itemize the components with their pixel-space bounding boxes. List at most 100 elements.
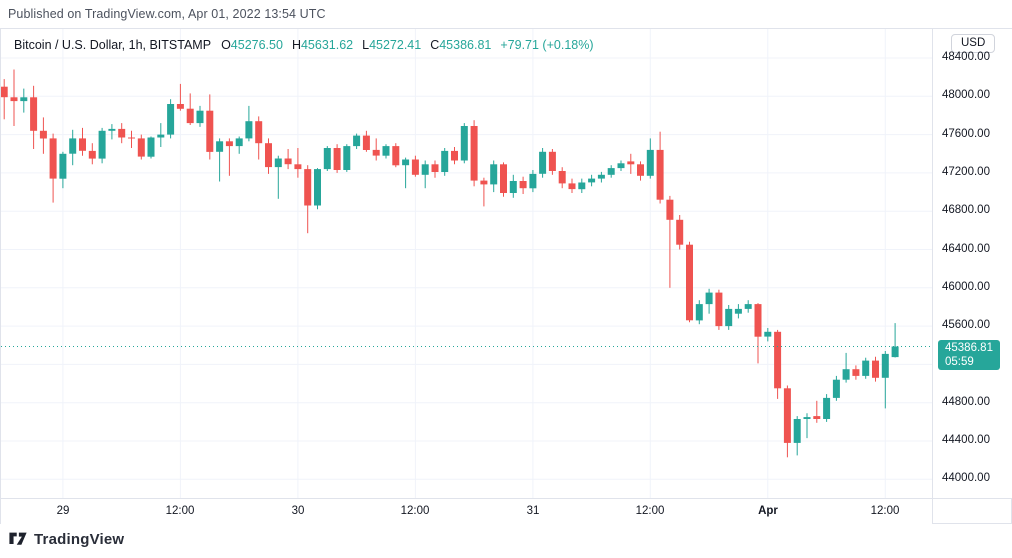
candle-up [20, 97, 28, 102]
candle-down [480, 180, 488, 185]
last-price-badge: 45386.81 05:59 [938, 340, 1000, 370]
candle-down [411, 159, 419, 175]
price-tick-label: 44400.00 [942, 434, 990, 446]
candle-down [715, 292, 723, 327]
candle-up [460, 126, 468, 161]
candle-up [98, 130, 106, 159]
time-tick-label: 12:00 [635, 505, 665, 517]
candle-down [451, 150, 458, 161]
candle-up [764, 331, 772, 337]
candle-down [372, 149, 380, 156]
candle-down [627, 161, 635, 165]
candle-up [597, 174, 605, 179]
candle-down [568, 183, 576, 190]
price-axis[interactable]: USD 45386.81 05:59 48400.00 48000.00 47600… [933, 29, 1012, 498]
candle-up [274, 158, 282, 168]
candle-down [872, 360, 879, 378]
candle-down [519, 181, 527, 189]
price-tick-label: 46800.00 [942, 204, 990, 216]
candle-up [607, 168, 615, 175]
candle-down [284, 158, 292, 165]
candle-down [255, 121, 263, 144]
candle-up [725, 308, 733, 327]
candle-up [235, 138, 243, 147]
time-axis[interactable]: 29 12:00 30 12:00 31 12:00 Apr 12:00 [1, 499, 932, 525]
candle-up [147, 137, 155, 157]
candle-down [558, 171, 566, 184]
time-tick-label: 29 [56, 505, 70, 517]
time-tick-label: Apr [758, 505, 778, 517]
candle-up [588, 178, 596, 183]
candle-up [832, 379, 840, 398]
currency-badge: USD [951, 34, 996, 53]
published-bar: Published on TradingView.com, Apr 01, 20… [0, 0, 1012, 28]
candle-up [617, 163, 625, 169]
candle-down [637, 164, 644, 176]
candle-up [881, 353, 889, 378]
candle-up [323, 148, 331, 170]
candle-up [509, 181, 517, 193]
time-tick-label: 30 [291, 505, 305, 517]
candle-down [754, 304, 762, 337]
axis-separator-horizontal [1, 498, 1012, 499]
candle-up [490, 164, 498, 185]
price-tick-label: 46000.00 [942, 281, 990, 293]
candle-up [744, 304, 752, 309]
candle-down [470, 126, 478, 181]
ohlc-high: H45631.62 [291, 38, 354, 52]
axis-separator-vertical [932, 29, 933, 525]
candle-up [823, 397, 831, 419]
candle-up [529, 173, 537, 189]
price-tick-label: 44000.00 [942, 472, 990, 484]
price-change: +79.71 (+0.18%) [500, 38, 594, 52]
candle-down [852, 369, 860, 376]
candle-up [314, 169, 321, 206]
candle-up [734, 308, 742, 314]
candle-up [343, 146, 351, 170]
candle-down [128, 137, 135, 139]
candle-down [88, 150, 96, 159]
candle-up [196, 110, 204, 124]
chart-frame: Bitcoin / U.S. Dollar, 1h, BITSTAMP O4527… [0, 28, 1012, 525]
candle-up [862, 360, 870, 376]
tradingview-watermark-text: TradingView [34, 531, 125, 548]
candle-down [783, 388, 791, 443]
ohlc-close: C45386.81 [430, 38, 492, 52]
candlestick-plot[interactable] [1, 29, 932, 498]
candle-down [676, 219, 684, 245]
candle-up [353, 135, 361, 147]
candle-up [539, 151, 547, 174]
price-tick-label: 47200.00 [942, 166, 990, 178]
candle-up [705, 292, 713, 305]
candle-down [265, 143, 272, 168]
candle-up [441, 150, 449, 172]
tradingview-watermark[interactable]: TradingView [9, 531, 124, 548]
candle-up [421, 164, 429, 175]
candle-up [216, 141, 224, 152]
candle-up [402, 159, 410, 166]
candle-down [548, 151, 556, 171]
candle-up [382, 146, 390, 156]
price-tick-label: 46400.00 [942, 243, 990, 255]
candle-down [206, 110, 214, 152]
candle-down [1, 86, 8, 98]
time-tick-label: 12:00 [165, 505, 195, 517]
candle-down [186, 108, 194, 124]
candle-up [167, 104, 175, 135]
price-tick-label: 48400.00 [942, 51, 990, 63]
candle-up [245, 121, 253, 139]
candle-down [392, 146, 400, 166]
candle-down [656, 149, 664, 200]
candle-up [695, 304, 703, 321]
time-tick-label: 12:00 [870, 505, 900, 517]
candle-up [69, 138, 77, 154]
price-tick-label: 44800.00 [942, 396, 990, 408]
last-price-value: 45386.81 [945, 342, 993, 354]
candle-countdown: 05:59 [945, 356, 974, 368]
symbol-title[interactable]: Bitcoin / U.S. Dollar, 1h, BITSTAMP [14, 38, 212, 52]
candle-down [294, 164, 302, 170]
candle-down [431, 164, 439, 172]
candle-down [333, 148, 341, 170]
candle-down [176, 104, 184, 109]
candle-down [666, 199, 674, 220]
